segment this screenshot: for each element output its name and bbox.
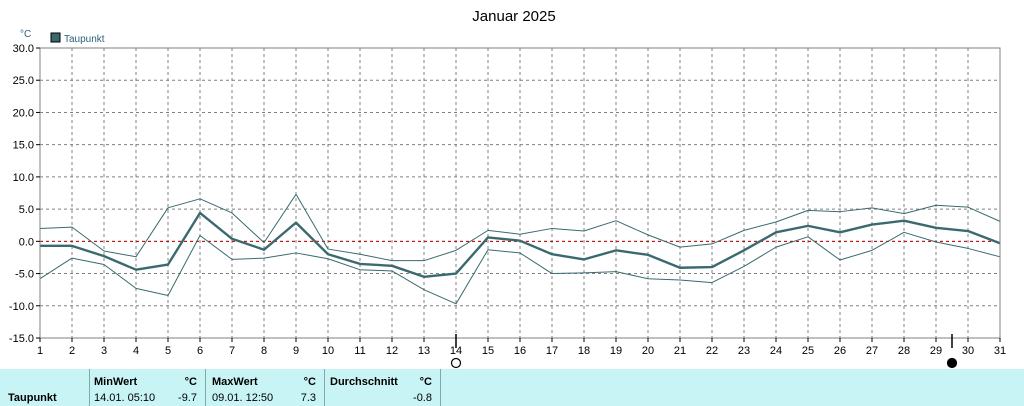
max-cell: MaxWert °C 09.01. 12:50 7.3 xyxy=(206,369,325,406)
y-tick-label: 0.0 xyxy=(19,236,34,248)
avg-header: Durchschnitt xyxy=(330,376,398,388)
x-tick-label: 2 xyxy=(69,345,75,357)
stats-row-label: Taupunkt xyxy=(8,392,57,404)
y-tick-label: -10.0 xyxy=(9,301,34,313)
avg-unit: °C xyxy=(419,376,432,388)
y-axis: 30.0 25.0 20.0 15.0 10.0 5.0 0.0 -5.0 -10.0 -15.0 xyxy=(9,43,40,345)
avg-value: -0.8 xyxy=(413,392,432,404)
legend-label: Taupunkt xyxy=(64,34,105,45)
avg-cell: Durchschnitt °C -0.8 xyxy=(325,369,441,406)
x-tick-label: 30 xyxy=(962,345,974,357)
chart-title: Januar 2025 xyxy=(472,8,555,25)
x-tick-label: 3 xyxy=(101,345,107,357)
y-tick-label: 15.0 xyxy=(13,140,34,152)
x-tick-label: 25 xyxy=(802,345,814,357)
x-tick-label: 21 xyxy=(674,345,686,357)
series-line-min xyxy=(39,231,1001,305)
x-tick-label: 5 xyxy=(165,345,171,357)
x-tick-label: 20 xyxy=(642,345,654,357)
x-tick-label: 14 xyxy=(450,345,462,357)
max-header: MaxWert xyxy=(212,376,258,388)
x-tick-label: 13 xyxy=(418,345,430,357)
max-value: 7.3 xyxy=(300,392,316,404)
x-tick-label: 4 xyxy=(133,345,139,357)
x-tick-label: 12 xyxy=(386,345,398,357)
x-tick-label: 9 xyxy=(293,345,299,357)
x-tick-label: 18 xyxy=(578,345,590,357)
stats-row-label-cell: Taupunkt xyxy=(0,369,90,406)
max-time: 09.01. 12:50 xyxy=(212,392,274,404)
x-tick-label: 19 xyxy=(610,345,622,357)
stats-table: Taupunkt MinWert °C 14.01. 05:10 -9.7 Ma… xyxy=(0,369,1024,406)
min-header: MinWert xyxy=(94,376,138,388)
y-tick-label: -5.0 xyxy=(15,269,34,281)
y-tick-label: 10.0 xyxy=(13,172,34,184)
x-tick-label: 1 xyxy=(37,345,43,357)
y-tick-label: 25.0 xyxy=(13,75,34,87)
series-line-max xyxy=(39,193,1001,262)
x-tick-label: 11 xyxy=(354,345,365,357)
x-tick-label: 16 xyxy=(514,345,526,357)
x-tick-label: 7 xyxy=(229,345,235,357)
y-tick-label: -15.0 xyxy=(9,333,34,345)
max-unit: °C xyxy=(303,376,316,388)
x-tick-label: 31 xyxy=(994,345,1006,357)
grid xyxy=(40,48,1000,338)
full-moon-icon xyxy=(450,357,462,369)
series-lines xyxy=(39,193,1001,305)
x-tick-label: 8 xyxy=(261,345,267,357)
x-axis: 1 2 3 4 5 6 7 8 9 10 11 12 13 14 15 16 17 18 19 20 21 22 23 24 2… xyxy=(37,338,1006,357)
x-tick-label: 24 xyxy=(770,345,782,357)
y-tick-label: 30.0 xyxy=(13,43,34,55)
x-tick-label: 29 xyxy=(930,345,942,357)
y-tick-label: 5.0 xyxy=(19,204,34,216)
x-tick-label: 28 xyxy=(898,345,910,357)
x-tick-label: 6 xyxy=(197,345,203,357)
min-value: -9.7 xyxy=(178,392,197,404)
legend-swatch xyxy=(50,32,61,43)
x-tick-label: 17 xyxy=(546,345,558,357)
series-line-mean xyxy=(40,211,1001,278)
min-unit: °C xyxy=(184,376,197,388)
x-tick-label: 23 xyxy=(738,345,750,357)
min-time: 14.01. 05:10 xyxy=(94,392,156,404)
new-moon-icon xyxy=(946,357,958,369)
y-unit-label: °C xyxy=(20,29,31,40)
x-tick-label: 27 xyxy=(866,345,878,357)
min-cell: MinWert °C 14.01. 05:10 -9.7 xyxy=(90,369,206,406)
x-tick-label: 26 xyxy=(834,345,846,357)
x-tick-label: 22 xyxy=(706,345,718,357)
x-tick-label: 10 xyxy=(322,345,334,357)
chart: Januar 2025 °C Taupunkt 30.025.020.015.0… xyxy=(9,8,1006,369)
x-tick-label: 15 xyxy=(482,345,494,357)
y-tick-label: 20.0 xyxy=(13,107,34,119)
moon-phases xyxy=(450,334,958,369)
